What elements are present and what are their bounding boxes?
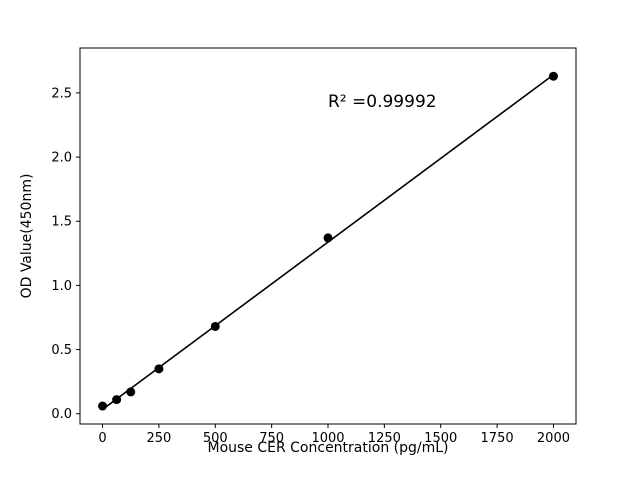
x-tick-label: 250 <box>146 431 171 446</box>
r-squared-annotation: R² =0.99992 <box>328 92 437 112</box>
data-point <box>548 71 558 81</box>
x-axis-label: Mouse CER Concentration (pg/mL) <box>207 440 449 456</box>
x-tick-label: 1000 <box>311 431 344 446</box>
y-tick-label: 2.0 <box>51 151 72 166</box>
data-point <box>112 395 122 405</box>
y-tick-label: 2.5 <box>51 86 72 101</box>
y-tick-label: 1.5 <box>51 215 72 230</box>
data-point <box>323 233 333 243</box>
data-point <box>210 321 220 331</box>
data-point <box>154 364 164 374</box>
x-tick-label: 750 <box>259 431 284 446</box>
x-tick-label: 1750 <box>481 431 514 446</box>
data-point <box>126 387 136 397</box>
y-axis-label: OD Value(450nm) <box>19 173 35 299</box>
x-tick-label: 0 <box>98 431 106 446</box>
x-tick-label: 500 <box>203 431 228 446</box>
x-tick-label: 2000 <box>537 431 570 446</box>
y-tick-label: 1.0 <box>51 279 72 294</box>
y-tick-label: 0.0 <box>51 407 72 422</box>
x-tick-label: 1250 <box>368 431 401 446</box>
data-point <box>98 401 108 411</box>
x-tick-label: 1500 <box>424 431 457 446</box>
y-tick-label: 0.5 <box>51 343 72 358</box>
